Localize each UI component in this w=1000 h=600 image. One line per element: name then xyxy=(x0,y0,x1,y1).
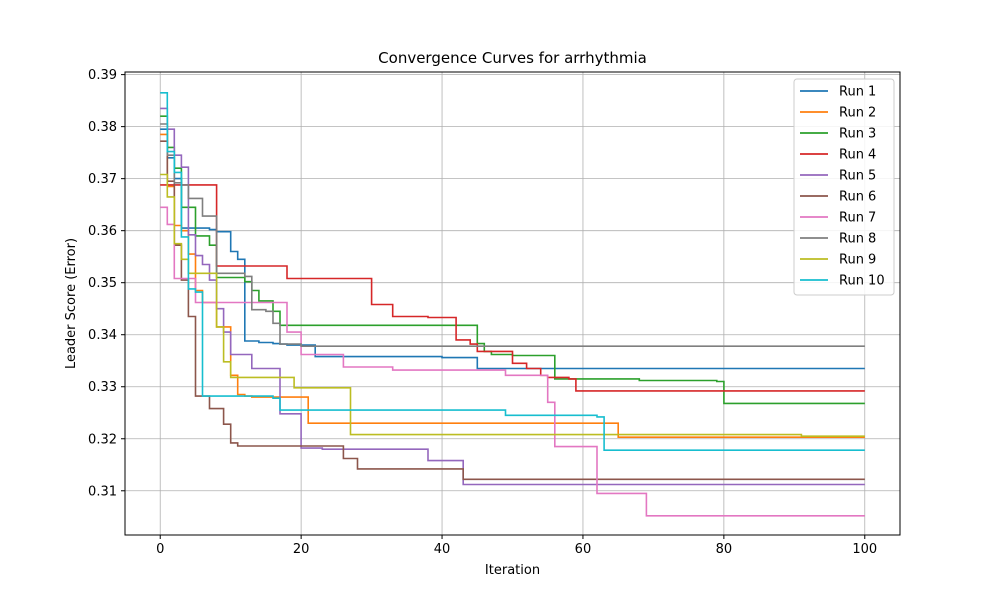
legend: Run 1 Run 2 Run 3 Run 4 Run 5 Run 6 Run 7 Run 8… xyxy=(793,78,895,296)
y-tick-label: 0.37 xyxy=(88,172,117,187)
y-tick-label: 0.31 xyxy=(88,484,117,499)
x-tick-label: 60 xyxy=(575,542,592,557)
y-axis-label: Leader Score (Error) xyxy=(64,238,79,369)
legend-label: Run 1 xyxy=(839,85,876,100)
series-line-run-7 xyxy=(160,206,865,517)
y-tick-label: 0.32 xyxy=(88,432,117,447)
grid xyxy=(125,72,900,535)
y-tick-label: 0.34 xyxy=(88,328,117,343)
legend-label: Run 8 xyxy=(839,232,876,247)
legend-label: Run 3 xyxy=(839,127,876,142)
series-line-run-6 xyxy=(160,140,865,481)
series-line-run-10 xyxy=(160,92,865,451)
legend-label: Run 4 xyxy=(839,148,876,163)
chart-title: Convergence Curves for arrhythmia xyxy=(378,49,647,67)
y-tick-label: 0.35 xyxy=(88,276,117,291)
y-tick-label: 0.33 xyxy=(88,380,117,395)
series-layer xyxy=(160,92,865,517)
legend-label: Run 7 xyxy=(839,211,876,226)
y-axis: 0.31 0.32 0.33 0.34 0.35 0.36 0.37 0.38 0.39 xyxy=(88,68,125,499)
legend-label: Run 2 xyxy=(839,106,876,121)
plot-frame xyxy=(124,71,901,536)
x-tick-label: 40 xyxy=(434,542,451,557)
y-tick-label: 0.36 xyxy=(88,224,117,239)
x-tick-label: 80 xyxy=(716,542,733,557)
y-tick-label: 0.38 xyxy=(88,120,117,135)
x-tick-label: 100 xyxy=(852,542,877,557)
series-line-run-9 xyxy=(160,173,865,437)
legend-label: Run 6 xyxy=(839,190,876,205)
y-tick-label: 0.39 xyxy=(88,68,117,83)
series-line-run-2 xyxy=(160,133,865,438)
x-tick-label: 20 xyxy=(293,542,310,557)
legend-label: Run 10 xyxy=(839,274,885,289)
legend-label: Run 9 xyxy=(839,253,876,268)
x-axis-label: Iteration xyxy=(485,563,540,578)
x-axis: 0 20 40 60 80 100 xyxy=(156,535,877,557)
series-line-run-5 xyxy=(160,107,865,486)
x-tick-label: 0 xyxy=(156,542,164,557)
legend-label: Run 5 xyxy=(839,169,876,184)
